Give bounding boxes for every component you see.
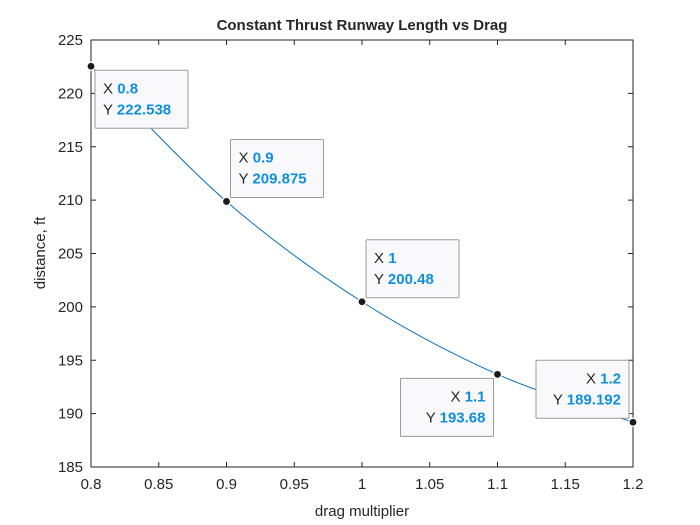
- y-tick-label: 225: [58, 32, 83, 49]
- datatip-y-key: Y: [426, 409, 440, 426]
- datatip-x-value: 1.1: [465, 388, 486, 405]
- datatip-anchor-marker: [628, 417, 638, 427]
- datatip-y-key: Y: [553, 391, 567, 408]
- datatip-x-key: X: [586, 370, 600, 387]
- datatip-y-value: 200.48: [388, 271, 434, 288]
- y-tick-label: 190: [58, 406, 83, 423]
- x-axis-label: drag multiplier: [315, 503, 409, 520]
- ticks-layer: 0.8 0.85 0.9 0.95 1 1.05 1.1 1.15 1.2 185 190 195 20…: [58, 32, 643, 493]
- datatip-x-value: 0.8: [117, 80, 138, 97]
- datatip-y-row: Y 200.48: [374, 271, 434, 288]
- datatip-y-value: 189.192: [567, 391, 621, 408]
- datatip-y-value: 193.68: [440, 409, 486, 426]
- datatip-anchor-marker: [221, 196, 232, 207]
- x-tick-label: 0.9: [216, 476, 237, 493]
- datatip[interactable]: X 1Y 200.48: [357, 239, 460, 307]
- y-tick-label: 205: [58, 246, 83, 263]
- datatip-anchor-marker: [86, 61, 96, 71]
- datatip-box: [535, 359, 630, 419]
- datatip-x-row: X 0.9: [239, 149, 274, 166]
- datatip-x-key: X: [450, 388, 464, 405]
- x-tick-label: 1.1: [487, 476, 508, 493]
- datatip-box: [400, 377, 494, 437]
- datatip-y-key: Y: [374, 271, 388, 288]
- datatip-x-value: 1.2: [600, 370, 621, 387]
- datatip-x-row: X 1: [374, 250, 397, 267]
- datatip-y-key: Y: [103, 101, 117, 118]
- datatip-y-value: 209.875: [252, 170, 306, 187]
- x-tick-label: 1.15: [551, 476, 580, 493]
- datatip-x-value: 0.9: [253, 149, 274, 166]
- y-axis-label: distance, ft: [32, 216, 49, 289]
- y-tick-label: 220: [58, 85, 83, 102]
- x-tick-label: 0.85: [144, 476, 173, 493]
- datatip-x-row: X 0.8: [103, 80, 138, 97]
- datatip-x-key: X: [374, 250, 388, 267]
- x-tick-label: 0.95: [280, 476, 309, 493]
- datatip-x-key: X: [103, 80, 117, 97]
- datatip-box: [365, 239, 460, 299]
- datatip-anchor-marker: [492, 369, 503, 379]
- x-tick-label: 1.05: [415, 476, 444, 493]
- datatip-y-key: Y: [239, 170, 253, 187]
- y-tick-label: 215: [58, 139, 83, 156]
- datatip-x-row: X 1.1: [450, 388, 485, 405]
- datatip[interactable]: X 0.9Y 209.875: [221, 138, 324, 207]
- y-tick-label: 200: [58, 299, 83, 316]
- chart-title: Constant Thrust Runway Length vs Drag: [217, 17, 508, 34]
- datatip-x-key: X: [239, 149, 253, 166]
- datatip-y-row: Y 209.875: [239, 170, 307, 187]
- datatip-box: [230, 138, 324, 198]
- x-tick-label: 1: [358, 476, 366, 493]
- x-tick-label: 1.2: [623, 476, 644, 493]
- datatip-y-row: Y 193.68: [426, 409, 486, 426]
- datatip-x-row: X 1.2: [586, 370, 621, 387]
- datatip-y-row: Y 189.192: [553, 391, 621, 408]
- datatip[interactable]: X 0.8Y 222.538: [86, 61, 189, 129]
- datatip[interactable]: X 1.2 Y 189.192: [535, 359, 638, 427]
- y-tick-label: 195: [58, 352, 83, 369]
- datatip-y-value: 222.538: [117, 101, 171, 118]
- datatip[interactable]: X 1.1 Y 193.68: [400, 369, 503, 437]
- y-tick-label: 210: [58, 192, 83, 209]
- datatip-box: [94, 69, 189, 129]
- y-tick-label: 185: [58, 459, 83, 476]
- x-tick-label: 0.8: [81, 476, 102, 493]
- datatip-anchor-marker: [357, 297, 367, 307]
- datatip-y-row: Y 222.538: [103, 101, 171, 118]
- datatip-x-value: 1: [388, 250, 396, 267]
